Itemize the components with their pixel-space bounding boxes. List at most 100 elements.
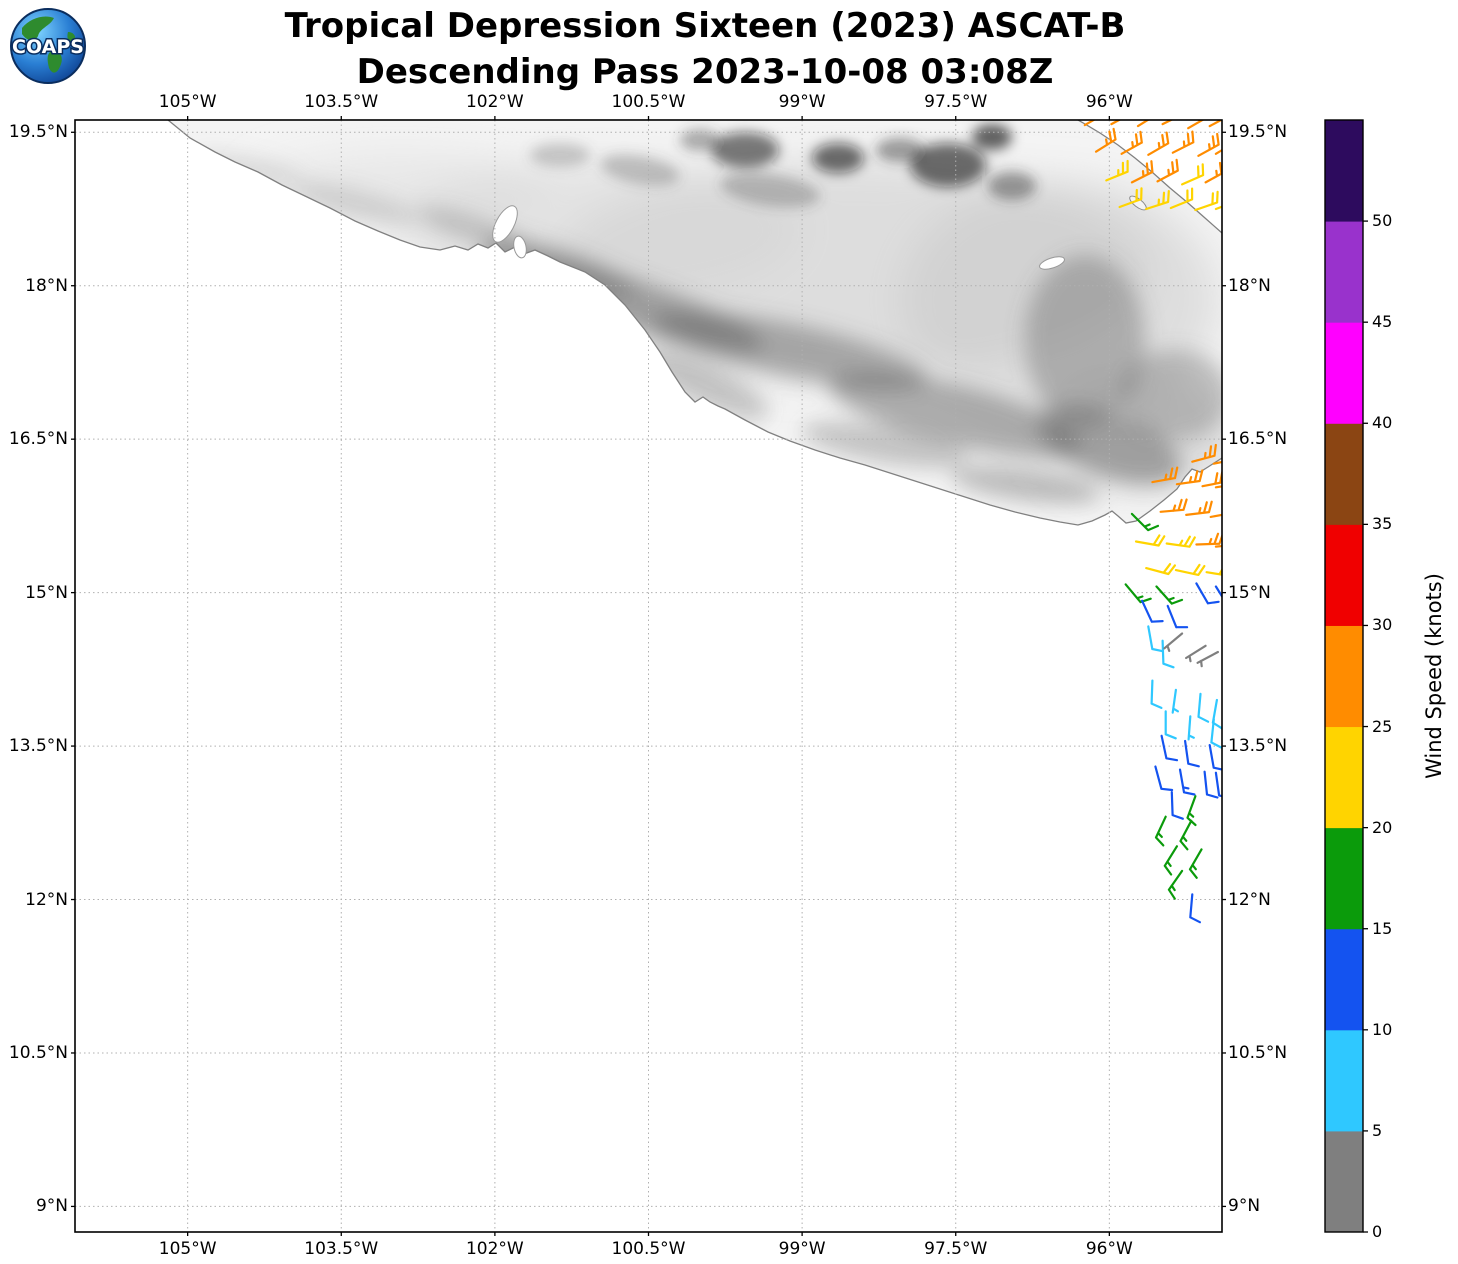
colorbar-segment	[1325, 524, 1363, 626]
wind-barb	[1191, 443, 1217, 463]
wind-barb	[1167, 869, 1184, 900]
y-tick-label-right: 12°N	[1228, 889, 1271, 910]
wind-barb	[1160, 734, 1179, 762]
continent-shape	[67, 32, 76, 43]
colorbar-segment	[1325, 1130, 1363, 1233]
wind-barb	[1187, 120, 1205, 130]
wind-barb	[1130, 512, 1160, 532]
wind-barb	[1194, 190, 1219, 212]
wind-barb	[1204, 161, 1222, 184]
y-tick-label-right: 9°N	[1228, 1196, 1261, 1217]
wind-barb	[1145, 190, 1170, 211]
wind-barb	[1151, 466, 1179, 484]
wind-barb	[1195, 582, 1220, 605]
x-tick-label-bottom: 97.5°W	[924, 1239, 988, 1259]
continent-shape	[22, 16, 54, 41]
y-tick-label-left: 12°N	[25, 889, 68, 910]
colorbar-axis-label: Wind Speed (knots)	[1422, 573, 1446, 779]
wind-barb	[1214, 771, 1222, 798]
plot-border	[74, 119, 1223, 1233]
y-tick-label-right: 16.5°N	[1228, 429, 1288, 450]
wind-barb	[1170, 791, 1184, 820]
colorbar-segment	[1325, 221, 1363, 323]
y-tick-label-left: 19.5°N	[8, 122, 68, 143]
colorbar-segment	[1325, 928, 1363, 1031]
wind-barb	[1169, 187, 1194, 210]
colorbar-tick-label: 5	[1372, 1120, 1383, 1140]
wind-barb	[1147, 625, 1164, 653]
x-tick-label-top: 96°W	[1085, 92, 1133, 112]
wind-barb	[1120, 130, 1143, 155]
wind-barb	[1201, 471, 1222, 488]
terrain-basemap	[75, 120, 1222, 1232]
colorbar-segment	[1325, 423, 1363, 525]
wind-barb	[1175, 469, 1204, 486]
wind-barb	[1130, 160, 1154, 184]
x-tick-label-bottom: 99°W	[778, 1239, 826, 1259]
colorbar-segment	[1325, 322, 1363, 424]
colorbar-segment	[1325, 1029, 1363, 1132]
y-tick-label-right: 15°N	[1228, 582, 1271, 603]
y-tick-label-left: 15°N	[25, 582, 68, 603]
wind-barb	[1179, 819, 1193, 851]
x-tick-label-top: 102°W	[465, 92, 524, 112]
wind-barb	[1164, 710, 1177, 740]
x-tick-label-bottom: 105°W	[158, 1239, 217, 1259]
x-tick-label-bottom: 102°W	[465, 1239, 524, 1259]
wind-barb	[1181, 163, 1205, 186]
y-tick-label-left: 10.5°N	[8, 1042, 68, 1063]
wind-barb	[1171, 688, 1179, 714]
wind-barb	[1189, 893, 1201, 924]
wind-barb-layer	[1083, 120, 1222, 924]
colorbar-tick-label: 45	[1372, 312, 1393, 332]
lagoon	[513, 235, 527, 259]
wind-barb	[1161, 639, 1175, 669]
x-tick-label-bottom: 103.5°W	[304, 1239, 379, 1259]
figure-title-line1: Tropical Depression Sixteen (2023) ASCAT…	[284, 6, 1126, 46]
wind-barb	[1197, 692, 1210, 723]
logo-text: COAPS	[12, 36, 84, 58]
wind-barb	[1171, 130, 1195, 154]
figure-title-line2: Descending Pass 2023-10-08 03:08Z	[356, 52, 1054, 92]
colorbar-segment	[1325, 625, 1363, 728]
colorbar-border	[1324, 119, 1364, 1233]
colorbar-tick-label: 25	[1372, 716, 1393, 736]
wind-barb	[1156, 158, 1179, 183]
colorbar-tick-label: 20	[1372, 817, 1393, 837]
colorbar-tick-label: 0	[1372, 1222, 1383, 1241]
coaps-logo: COAPS	[10, 8, 86, 84]
wind-barb	[1105, 159, 1129, 182]
grid-lines	[75, 120, 1222, 1232]
x-tick-label-top: 100.5°W	[611, 92, 686, 112]
lagoon	[492, 205, 518, 243]
colorbar	[1324, 119, 1368, 1233]
colorbar-segment	[1325, 726, 1363, 829]
wind-barb	[1185, 644, 1207, 663]
colorbar-segment	[1325, 827, 1363, 930]
wind-barb	[1178, 768, 1196, 796]
wind-barb	[1134, 534, 1166, 547]
wind-barb	[1163, 845, 1178, 876]
wind-barb	[1187, 715, 1195, 741]
wind-barb	[1188, 848, 1203, 879]
y-tick-label-left: 13.5°N	[8, 736, 68, 757]
wind-barb	[1165, 535, 1196, 548]
x-tick-label-bottom: 100.5°W	[611, 1239, 686, 1259]
wind-barb	[1163, 632, 1184, 652]
y-tick-label-left: 18°N	[25, 275, 68, 296]
x-tick-label-top: 105°W	[158, 92, 217, 112]
continent-shape	[47, 51, 62, 73]
y-tick-label-right: 18°N	[1228, 275, 1271, 296]
colorbar-tick-label: 50	[1372, 211, 1393, 231]
x-tick-label-top: 103.5°W	[304, 92, 379, 112]
y-tick-label-left: 16.5°N	[8, 429, 68, 450]
wind-barb	[1203, 770, 1219, 799]
colorbar-tick-label: 30	[1372, 615, 1393, 635]
wind-barb	[1174, 563, 1206, 576]
wind-barb	[1118, 187, 1143, 209]
wind-barb	[1214, 205, 1222, 211]
wind-barb	[1185, 500, 1213, 516]
wind-barb	[1166, 604, 1189, 629]
colorbar-tick-label: 15	[1372, 918, 1393, 938]
